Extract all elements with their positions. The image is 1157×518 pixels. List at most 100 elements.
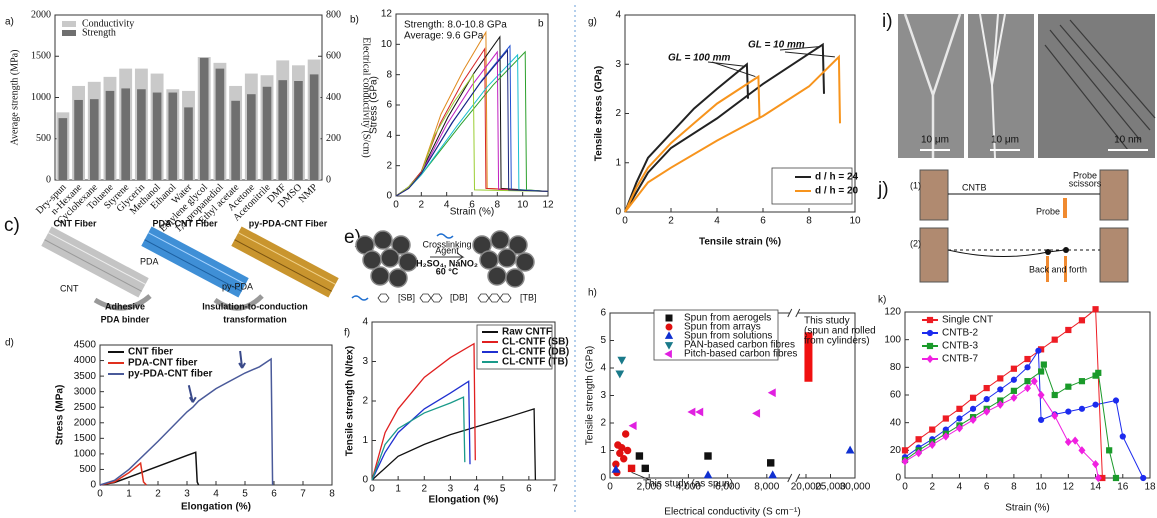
marker — [1023, 383, 1032, 393]
marker — [926, 354, 934, 364]
marker — [1035, 347, 1042, 354]
bar — [247, 94, 256, 180]
y-tick-label: 8 — [386, 69, 392, 80]
legend-label: CNTB-2 — [942, 328, 979, 339]
x-axis-label: Elongation (%) — [181, 502, 251, 513]
marker — [942, 415, 949, 422]
marker — [1051, 336, 1058, 343]
part-label: py-PDA — [222, 281, 253, 291]
fiber-label: py-PDA-CNT Fiber — [249, 218, 328, 228]
data-line — [99, 461, 147, 486]
marker — [767, 459, 775, 467]
bar — [309, 74, 319, 180]
marker — [768, 470, 778, 479]
y-tick-label: 0 — [46, 174, 51, 185]
x-tick-label: 8 — [495, 200, 501, 211]
process-label: Insulation-to-conduction — [202, 301, 307, 311]
y-tick-label: 2000 — [74, 417, 97, 428]
marker — [926, 342, 934, 350]
x-axis-label: Elongation (%) — [429, 495, 499, 506]
legend-label: CNTB-7 — [942, 354, 979, 365]
marker — [915, 436, 922, 443]
marker — [997, 375, 1004, 382]
marker — [1010, 376, 1017, 383]
marker — [617, 356, 627, 365]
marker — [752, 409, 761, 418]
y-tick-label: 500 — [36, 133, 51, 144]
x-tick-label: 2,000 — [637, 482, 662, 493]
bar — [152, 92, 162, 180]
marker — [915, 448, 923, 458]
bar — [74, 99, 83, 180]
y-tick-label: 4 — [362, 317, 368, 328]
reagent-label: Crosslinking — [422, 239, 471, 249]
y-tick-label: 0 — [600, 473, 606, 484]
marker — [983, 407, 991, 416]
process-label: Adhesive — [105, 301, 145, 311]
x-tick-label: 4 — [474, 484, 480, 495]
marker — [1078, 405, 1086, 412]
legend-label: CNT fiber — [128, 347, 173, 358]
marker — [1010, 365, 1017, 372]
panel-label: i) — [882, 11, 893, 32]
legend-label: CL-CNTF (DB) — [502, 347, 569, 358]
marker — [1140, 474, 1147, 482]
marker — [695, 407, 704, 417]
diagram-label: Probe — [1073, 170, 1097, 180]
y-tick-label: 60 — [890, 390, 902, 401]
x-tick-label: 1 — [126, 489, 132, 500]
y-tick-label: 40 — [890, 417, 902, 428]
y-tick-label: 500 — [79, 464, 96, 475]
diagram-label: CNTB — [962, 182, 987, 192]
x-tick-label: 8 — [806, 216, 812, 227]
y-tick-label: 120 — [884, 307, 901, 318]
x-tick-label: 2 — [155, 489, 161, 500]
marker — [1078, 446, 1086, 455]
x-tick-label: 10 — [1036, 482, 1048, 493]
y-tick-label: 100 — [884, 334, 901, 345]
fiber-label: PDA-CNT Fiber — [153, 218, 218, 228]
data-line — [371, 396, 466, 481]
marker — [983, 384, 990, 392]
y-tick-label: 10 — [381, 39, 393, 50]
bar — [262, 86, 272, 180]
data-line — [99, 357, 274, 486]
diagram-j: j) (1) CNTB Probe scissors Probe (2) Bac… — [877, 169, 1129, 283]
legend-label: Conductivity — [82, 18, 134, 29]
x-tick-label: 5 — [242, 489, 248, 500]
marker — [1024, 378, 1031, 385]
marker — [615, 370, 625, 379]
y-tick-label: 0 — [895, 473, 901, 484]
marker — [928, 440, 936, 449]
data-line — [624, 54, 841, 213]
marker — [969, 405, 977, 412]
panel-label: g) — [588, 17, 597, 28]
y-axis-label: Tensile strength (N/tex) — [345, 346, 356, 456]
x-axis-label: Strain (%) — [1005, 503, 1049, 514]
x-tick-label: 0 — [902, 482, 908, 493]
x-tick-label: 30,000 — [840, 482, 871, 493]
marker — [1095, 369, 1102, 376]
marker — [635, 452, 644, 460]
x-tick-label: 16 — [1117, 482, 1129, 493]
step-label: (2) — [910, 238, 921, 248]
x-tick-label: 12 — [542, 200, 554, 211]
bar — [231, 100, 240, 180]
bar — [294, 81, 303, 180]
x-tick-label: 3 — [448, 484, 454, 495]
panel-label: j) — [877, 179, 889, 200]
data-line — [371, 380, 471, 481]
legend-label: CL-CNTF (SB) — [502, 337, 569, 348]
y-tick-label: 2 — [362, 396, 368, 407]
marker — [620, 455, 628, 463]
arrow — [238, 350, 246, 369]
y-axis-label: Tensile stress (GPa) — [594, 66, 605, 161]
y-tick-label: 2 — [600, 418, 606, 429]
marker — [1010, 387, 1017, 394]
y-tick-label: 2 — [386, 160, 392, 171]
annotation: GL = 100 mm — [668, 53, 730, 64]
y2-tick-label: 800 — [326, 9, 341, 20]
diagram-label: Probe — [1036, 206, 1060, 216]
y-tick-label: 4 — [386, 130, 392, 141]
x-tick-label: 18 — [1144, 482, 1156, 493]
